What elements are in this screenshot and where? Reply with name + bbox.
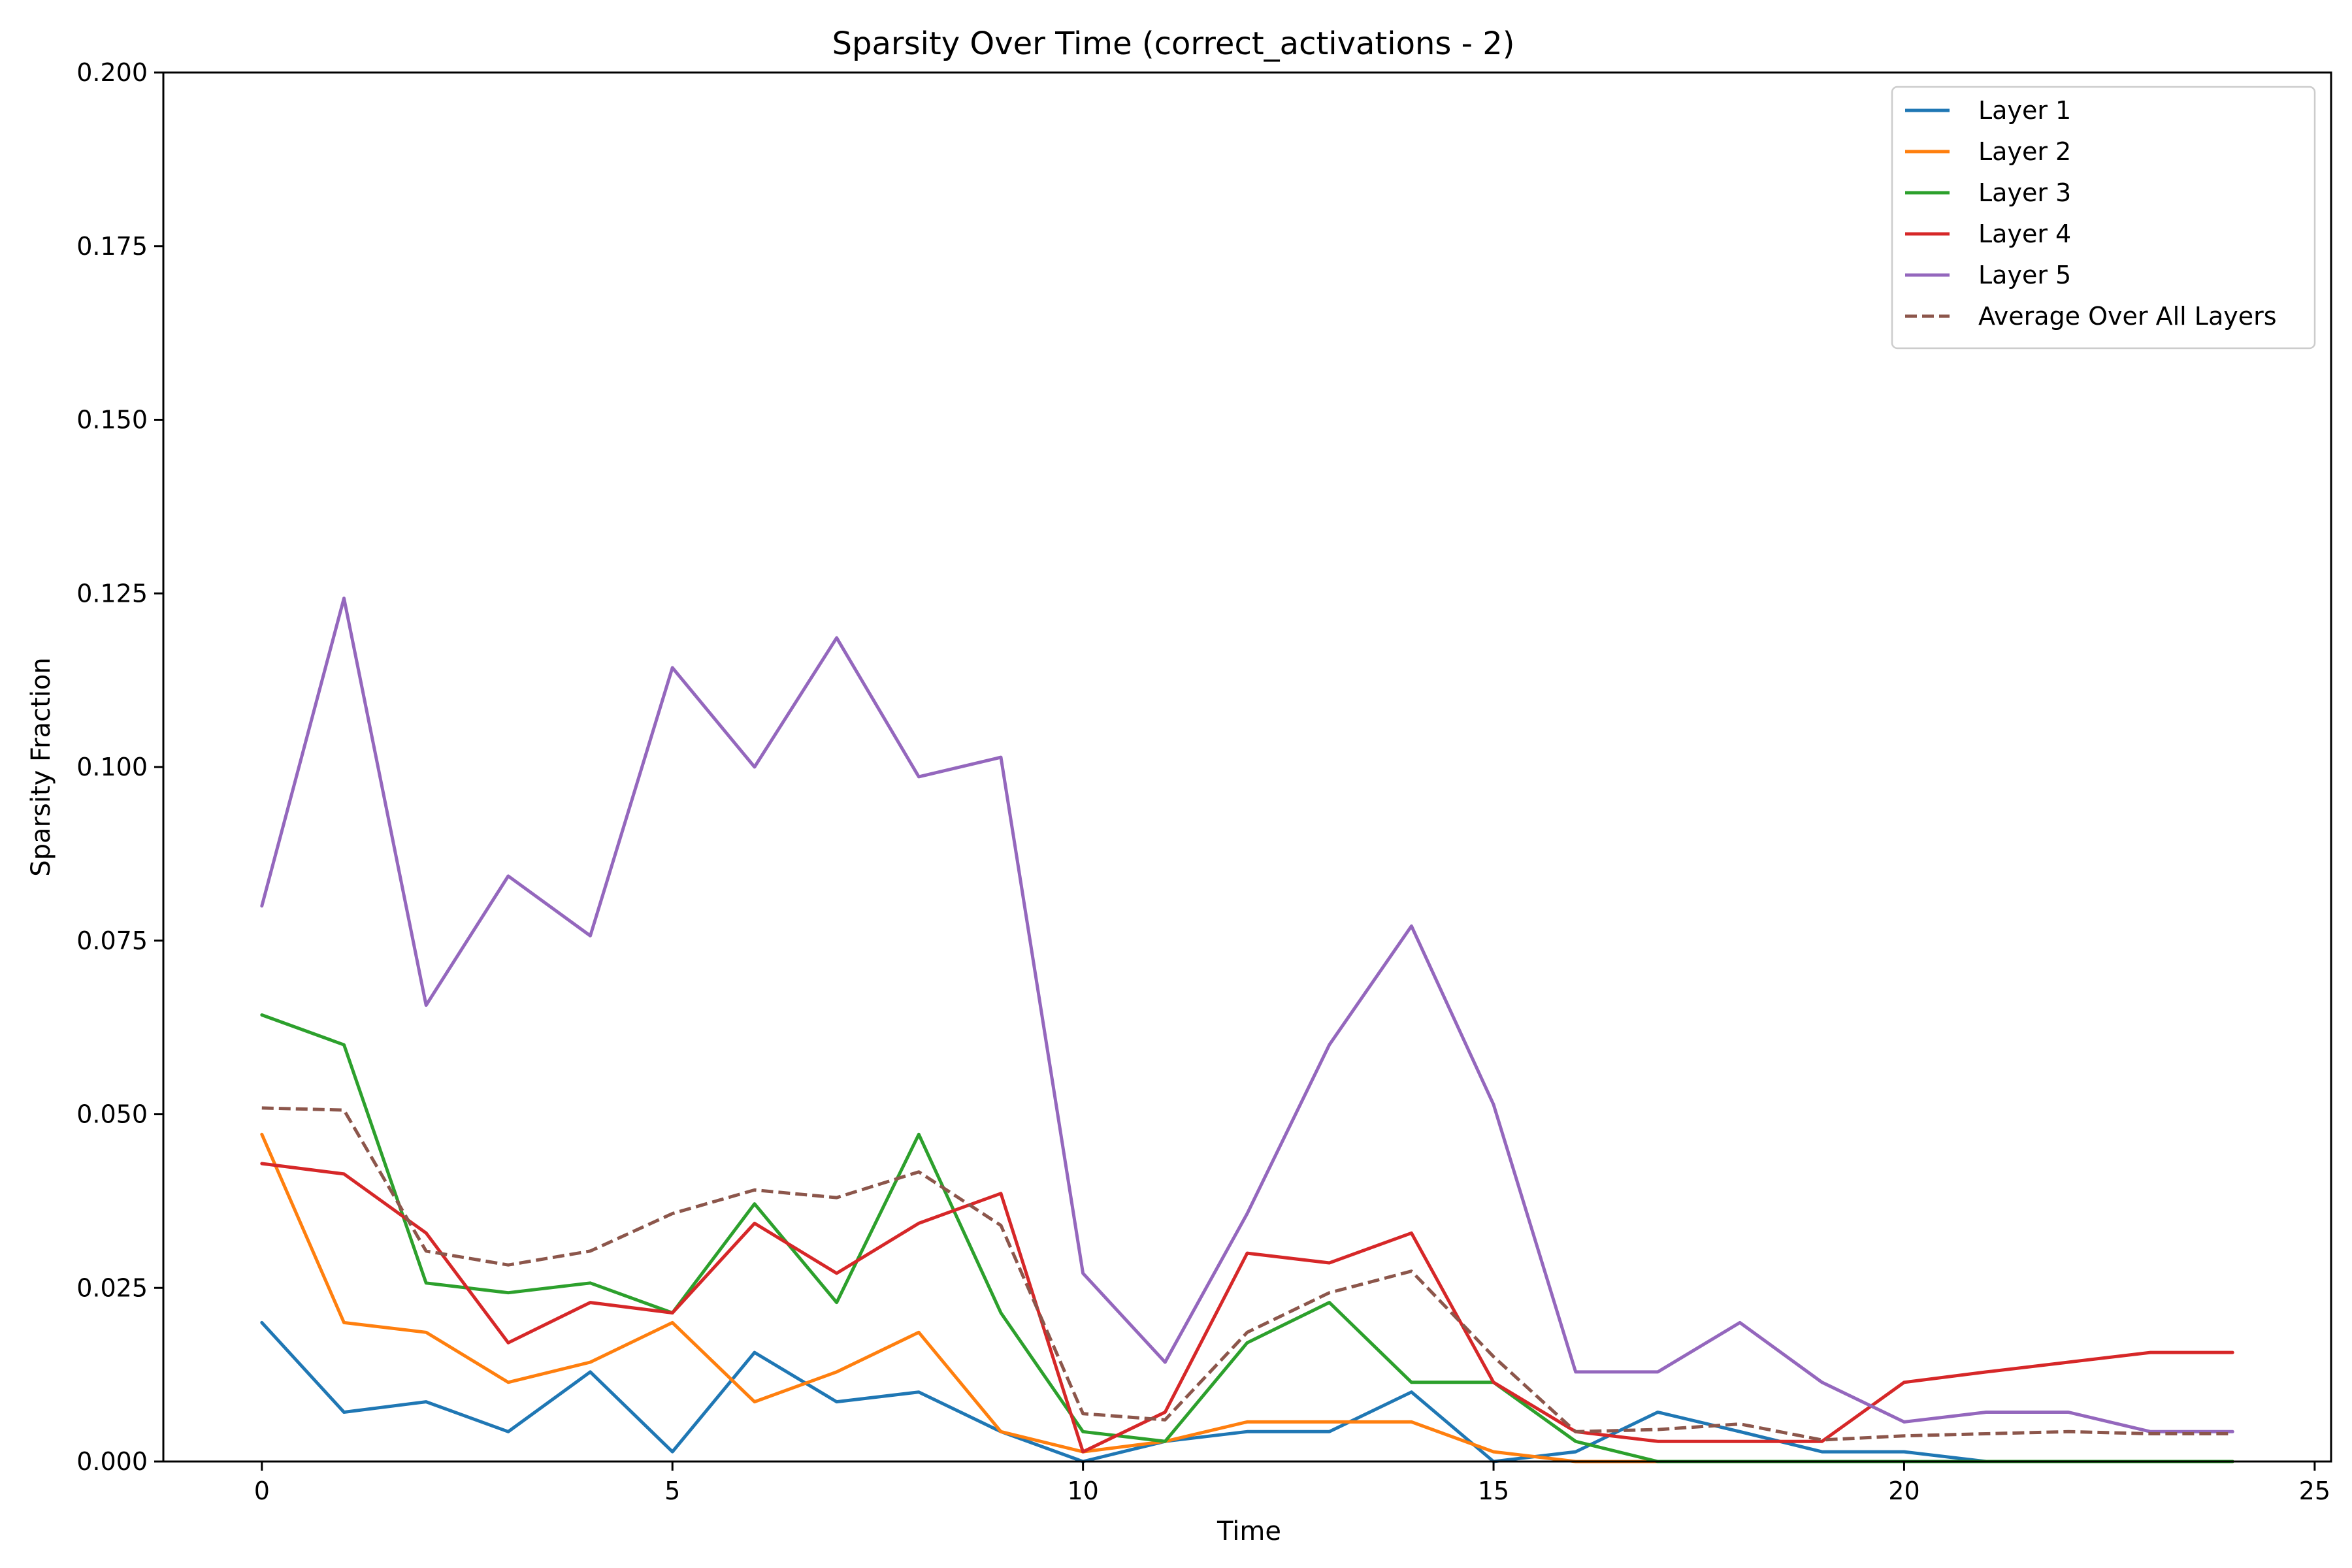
legend-label: Layer 3	[1978, 178, 2071, 207]
x-tick-label: 0	[254, 1477, 270, 1505]
y-tick-label: 0.100	[76, 753, 148, 781]
x-tick-label: 5	[664, 1477, 680, 1505]
legend-label: Layer 4	[1978, 220, 2071, 248]
legend-label: Average Over All Layers	[1978, 302, 2277, 331]
x-tick-label: 20	[1888, 1477, 1919, 1505]
legend-box	[1891, 86, 2316, 350]
y-tick-label: 0.075	[76, 926, 148, 955]
x-tick-label: 10	[1067, 1477, 1098, 1505]
legend-label: Layer 1	[1978, 96, 2071, 125]
legend-label: Layer 2	[1978, 137, 2071, 166]
y-tick-label: 0.025	[76, 1273, 148, 1302]
y-tick-label: 0.200	[76, 58, 148, 87]
series-line-6	[261, 1106, 2233, 1442]
series-line-5	[260, 596, 2234, 1433]
legend-label: Layer 5	[1978, 261, 2071, 289]
series-line-1	[260, 1320, 2234, 1463]
y-tick-label: 0.000	[76, 1447, 148, 1476]
plot-area	[260, 596, 2234, 1463]
y-tick-label: 0.125	[76, 579, 148, 608]
y-tick-label: 0.050	[76, 1100, 148, 1129]
y-axis-label: Sparsity Fraction	[26, 657, 56, 876]
x-tick-label: 15	[1478, 1477, 1509, 1505]
chart-title: Sparsity Over Time (correct_activations …	[832, 25, 1515, 62]
legend: Layer 1 Layer 2 Layer 3 Layer 4 Layer 5 Avera…	[1891, 86, 2316, 350]
y-tick-label: 0.150	[76, 406, 148, 434]
x-axis-label: Time	[1217, 1516, 1281, 1546]
series-line-4	[260, 1162, 2234, 1454]
x-tick-label: 25	[2299, 1477, 2330, 1505]
axes: 0 5 10 15 20 25 0.000 0.025 0.050 0.075 0.100 0.125…	[76, 58, 2332, 1505]
y-tick-label: 0.175	[76, 232, 148, 261]
